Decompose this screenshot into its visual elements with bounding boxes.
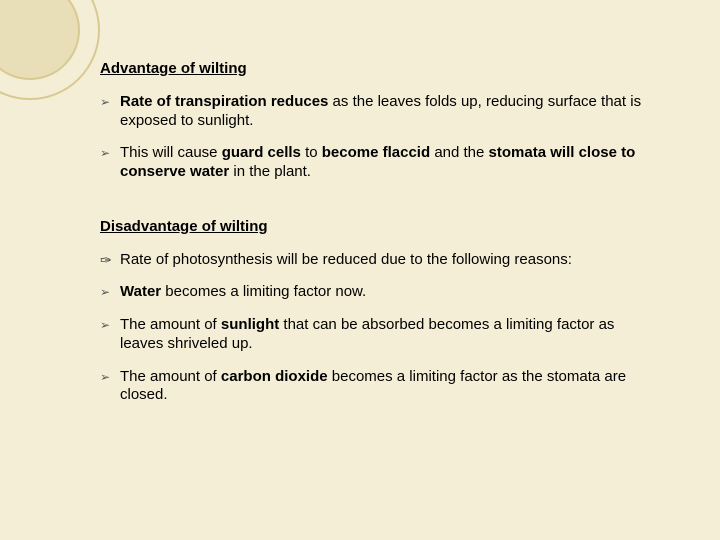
advantage-point: ➢ Rate of transpiration reduces as the l… <box>100 93 650 131</box>
bullet-text: This will cause guard cells to become fl… <box>120 144 650 182</box>
disadvantage-point: ➢ The amount of sunlight that can be abs… <box>100 316 650 354</box>
slide-content: Advantage of wilting ➢ Rate of transpira… <box>100 60 650 419</box>
heading-disadvantage: Disadvantage of wilting <box>100 218 650 237</box>
bullet-text: Rate of transpiration reduces as the lea… <box>120 93 650 131</box>
heading-advantage: Advantage of wilting <box>100 60 650 79</box>
bullet-text: Water becomes a limiting factor now. <box>120 283 650 302</box>
bullet-text: The amount of carbon dioxide becomes a l… <box>120 368 650 406</box>
arrow-bullet-icon: ➢ <box>100 93 120 110</box>
arrow-bullet-icon: ➢ <box>100 144 120 161</box>
arrow-bullet-icon: ➢ <box>100 283 120 300</box>
swirl-bullet-icon: ✑ <box>100 251 120 270</box>
arrow-bullet-icon: ➢ <box>100 316 120 333</box>
disadvantage-point: ➢ Water becomes a limiting factor now. <box>100 283 650 302</box>
bullet-text: The amount of sunlight that can be absor… <box>120 316 650 354</box>
arrow-bullet-icon: ➢ <box>100 368 120 385</box>
disadvantage-intro: ✑ Rate of photosynthesis will be reduced… <box>100 251 650 270</box>
disadvantage-point: ➢ The amount of carbon dioxide becomes a… <box>100 368 650 406</box>
bullet-text: Rate of photosynthesis will be reduced d… <box>120 251 650 270</box>
advantage-point: ➢ This will cause guard cells to become … <box>100 144 650 182</box>
corner-decoration <box>0 0 100 100</box>
